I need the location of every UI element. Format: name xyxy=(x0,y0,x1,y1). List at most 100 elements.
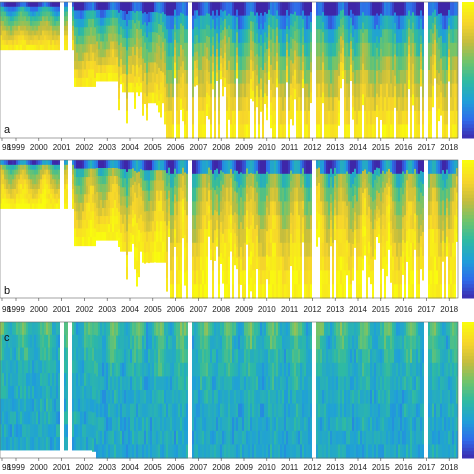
heatmap-cell xyxy=(50,385,52,400)
heatmap-cell xyxy=(18,437,20,451)
heatmap-cell xyxy=(316,110,318,125)
heatmap-cell xyxy=(238,83,240,98)
heatmap-cell xyxy=(308,229,310,244)
heatmap-cell xyxy=(168,160,170,169)
heatmap-cell xyxy=(428,110,430,125)
heatmap-cell xyxy=(170,215,172,230)
heatmap-cell xyxy=(258,83,260,98)
heatmap-cell xyxy=(98,176,100,185)
heatmap-cell xyxy=(240,2,242,17)
heatmap-cell xyxy=(92,185,94,195)
heatmap-cell xyxy=(252,270,254,285)
heatmap-cell xyxy=(6,44,8,51)
heatmap-cell xyxy=(422,267,424,281)
heatmap-cell xyxy=(92,219,94,230)
heatmap-cell xyxy=(400,110,402,125)
heatmap-cell xyxy=(368,97,370,112)
heatmap-cell xyxy=(226,242,228,258)
heatmap-cell xyxy=(210,56,212,71)
heatmap-cell xyxy=(2,373,4,387)
heatmap-cell xyxy=(244,15,246,30)
heatmap-cell xyxy=(52,179,54,185)
heatmap-cell xyxy=(38,193,40,200)
heatmap-cell xyxy=(250,186,252,200)
heatmap-cell xyxy=(406,241,408,252)
heatmap-cell xyxy=(398,15,400,30)
heatmap-cell xyxy=(416,15,418,30)
heatmap-cell xyxy=(0,334,2,349)
heatmap-cell xyxy=(98,216,100,225)
heatmap-cell xyxy=(202,187,204,202)
heatmap-cell xyxy=(452,242,454,258)
heatmap-cell xyxy=(336,270,338,285)
heatmap-cell xyxy=(362,53,364,65)
heatmap-cell xyxy=(254,270,256,285)
heatmap-cell xyxy=(406,170,408,181)
heatmap-cell xyxy=(194,27,196,37)
heatmap-cell xyxy=(66,437,68,451)
heatmap-cell xyxy=(258,215,260,230)
heatmap-cell xyxy=(396,97,398,112)
heatmap-cell xyxy=(254,173,256,189)
heatmap-cell xyxy=(26,35,28,41)
heatmap-cell xyxy=(222,196,224,210)
heatmap-cell xyxy=(234,254,236,266)
heatmap-cell xyxy=(260,56,262,69)
heatmap-cell xyxy=(382,214,384,226)
heatmap-cell xyxy=(256,75,258,87)
heatmap-cell xyxy=(354,110,356,125)
heatmap-cell xyxy=(40,11,42,17)
heatmap-cell xyxy=(30,35,32,41)
heatmap-cell xyxy=(306,256,308,271)
heatmap-cell xyxy=(416,160,418,175)
heatmap-cell xyxy=(364,178,366,190)
heatmap-cell xyxy=(356,160,358,175)
heatmap-cell xyxy=(220,211,222,223)
heatmap-cell xyxy=(332,242,334,258)
heatmap-cell xyxy=(110,168,112,177)
heatmap-cell xyxy=(360,2,362,17)
heatmap-cell xyxy=(326,56,328,71)
heatmap-cell xyxy=(390,97,392,112)
heatmap-cell xyxy=(72,193,74,200)
heatmap-cell xyxy=(244,29,246,44)
heatmap-cell xyxy=(238,270,240,285)
heatmap-cell xyxy=(122,232,124,243)
heatmap-cell xyxy=(308,284,310,299)
heatmap-cell xyxy=(66,198,68,205)
heatmap-cell xyxy=(106,17,108,27)
heatmap-cell xyxy=(10,6,12,13)
heatmap-cell xyxy=(384,173,386,189)
heatmap-cell xyxy=(88,177,90,187)
heatmap-cell xyxy=(236,62,238,71)
heatmap-cell xyxy=(114,184,116,193)
heatmap-cell xyxy=(214,97,216,112)
heatmap-cell xyxy=(20,6,22,13)
heatmap-cell xyxy=(318,97,320,112)
heatmap-cell xyxy=(338,112,340,126)
heatmap-cell xyxy=(204,242,206,258)
heatmap-cell xyxy=(58,437,60,451)
heatmap-cell xyxy=(196,187,198,202)
heatmap-cell xyxy=(6,21,8,27)
heatmap-cell xyxy=(40,334,42,349)
heatmap-cell xyxy=(400,2,402,17)
heatmap-cell xyxy=(12,11,14,17)
heatmap-cell xyxy=(304,15,306,30)
heatmap-cell xyxy=(38,40,40,46)
heatmap-cell xyxy=(10,334,12,349)
heatmap-cell xyxy=(370,271,372,285)
heatmap-cell xyxy=(358,2,360,17)
heatmap-cell xyxy=(348,97,350,112)
heatmap-cell xyxy=(362,225,364,238)
heatmap-cell xyxy=(4,44,6,51)
heatmap-cell xyxy=(360,229,362,244)
heatmap-cell xyxy=(256,181,258,194)
heatmap-cell xyxy=(140,37,142,48)
heatmap-cell xyxy=(240,247,242,261)
heatmap-cell xyxy=(294,187,296,202)
heatmap-cell xyxy=(82,10,84,20)
heatmap-cell xyxy=(396,15,398,30)
heatmap-cell xyxy=(402,251,404,264)
heatmap-cell xyxy=(346,194,348,207)
